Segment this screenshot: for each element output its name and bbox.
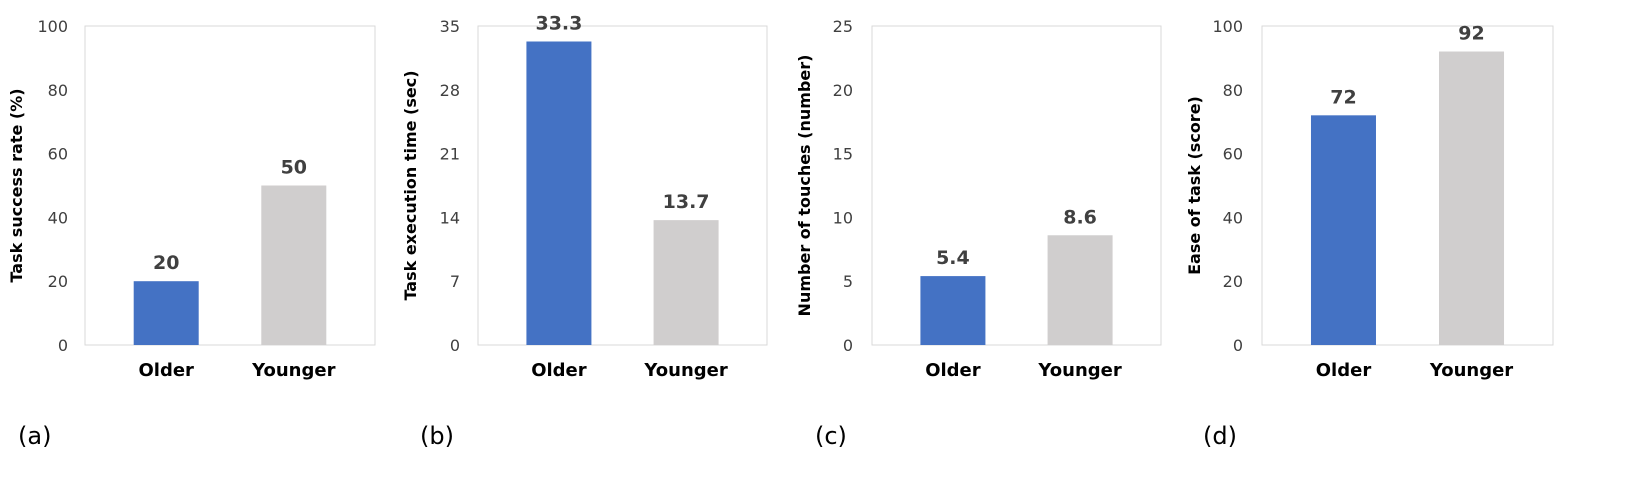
data-label: 13.7 xyxy=(663,191,710,213)
y-tick-label: 20 xyxy=(1223,272,1243,291)
data-label: 20 xyxy=(153,252,179,274)
y-tick-label: 100 xyxy=(37,17,68,36)
data-label: 50 xyxy=(281,157,307,179)
y-tick-label: 20 xyxy=(48,272,68,291)
x-category-label: Older xyxy=(138,360,194,381)
y-tick-label: 14 xyxy=(440,208,460,227)
y-tick-label: 15 xyxy=(833,145,853,164)
y-tick-label: 35 xyxy=(440,17,460,36)
bar-younger xyxy=(1047,235,1113,345)
panel-label: (c) xyxy=(815,422,847,450)
chart-panel-1: 0 20 40 60 80 100 Task success rate (%) 20 Older… xyxy=(7,17,376,450)
y-tick-label: 0 xyxy=(843,336,853,355)
y-tick-label: 60 xyxy=(1223,145,1243,164)
data-label: 5.4 xyxy=(936,247,970,269)
x-category-label: Younger xyxy=(251,360,335,381)
x-category-label: Younger xyxy=(1429,360,1513,381)
y-tick-label: 0 xyxy=(450,336,460,355)
y-tick-label: 40 xyxy=(1223,208,1243,227)
y-tick-label: 10 xyxy=(833,208,853,227)
panel-label: (b) xyxy=(420,422,454,450)
chart-panel-3: 0 5 10 15 20 25 Number of touches (number) 5.4 O… xyxy=(795,17,1162,450)
bar-younger xyxy=(1439,51,1505,346)
chart-panel-2: 0 7 14 21 28 35 Task execution time (sec) 33.3 O… xyxy=(401,12,768,450)
y-tick-label: 20 xyxy=(833,81,853,100)
x-category-label: Older xyxy=(925,360,981,381)
y-tick-label: 7 xyxy=(450,272,460,291)
y-tick-label: 28 xyxy=(440,81,460,100)
y-tick-label: 40 xyxy=(48,208,68,227)
y-tick-label: 0 xyxy=(58,336,68,355)
y-axis-label: Ease of task (score) xyxy=(1185,96,1204,275)
y-tick-label: 80 xyxy=(48,81,68,100)
bar-older xyxy=(1310,115,1376,345)
panel-label: (d) xyxy=(1203,422,1237,450)
plot-area xyxy=(477,25,768,346)
y-axis-label: Number of touches (number) xyxy=(795,55,814,317)
plot-area xyxy=(84,25,376,346)
bar-older xyxy=(526,41,592,345)
bar-younger xyxy=(261,185,327,345)
y-tick-label: 25 xyxy=(833,17,853,36)
data-label: 92 xyxy=(1458,23,1484,45)
panel-label: (a) xyxy=(18,422,51,450)
y-axis-label: Task success rate (%) xyxy=(7,88,26,282)
x-category-label: Older xyxy=(1316,360,1372,381)
y-tick-label: 100 xyxy=(1212,17,1243,36)
y-tick-label: 21 xyxy=(440,145,460,164)
data-label: 8.6 xyxy=(1063,206,1097,228)
bar-younger xyxy=(653,220,719,345)
y-tick-label: 60 xyxy=(48,145,68,164)
plot-area xyxy=(1261,25,1554,346)
x-category-label: Younger xyxy=(643,360,727,381)
y-tick-label: 0 xyxy=(1233,336,1243,355)
bar-older xyxy=(133,281,199,345)
plot-area xyxy=(871,25,1162,346)
y-axis-label: Task execution time (sec) xyxy=(401,70,420,300)
chart-panel-4: 0 20 40 60 80 100 Ease of task (score) 72 Older 9… xyxy=(1185,17,1554,450)
bar-older xyxy=(920,276,986,345)
data-label: 33.3 xyxy=(535,12,582,34)
x-category-label: Older xyxy=(531,360,587,381)
y-tick-label: 5 xyxy=(843,272,853,291)
y-tick-label: 80 xyxy=(1223,81,1243,100)
x-category-label: Younger xyxy=(1037,360,1121,381)
data-label: 72 xyxy=(1330,86,1356,108)
